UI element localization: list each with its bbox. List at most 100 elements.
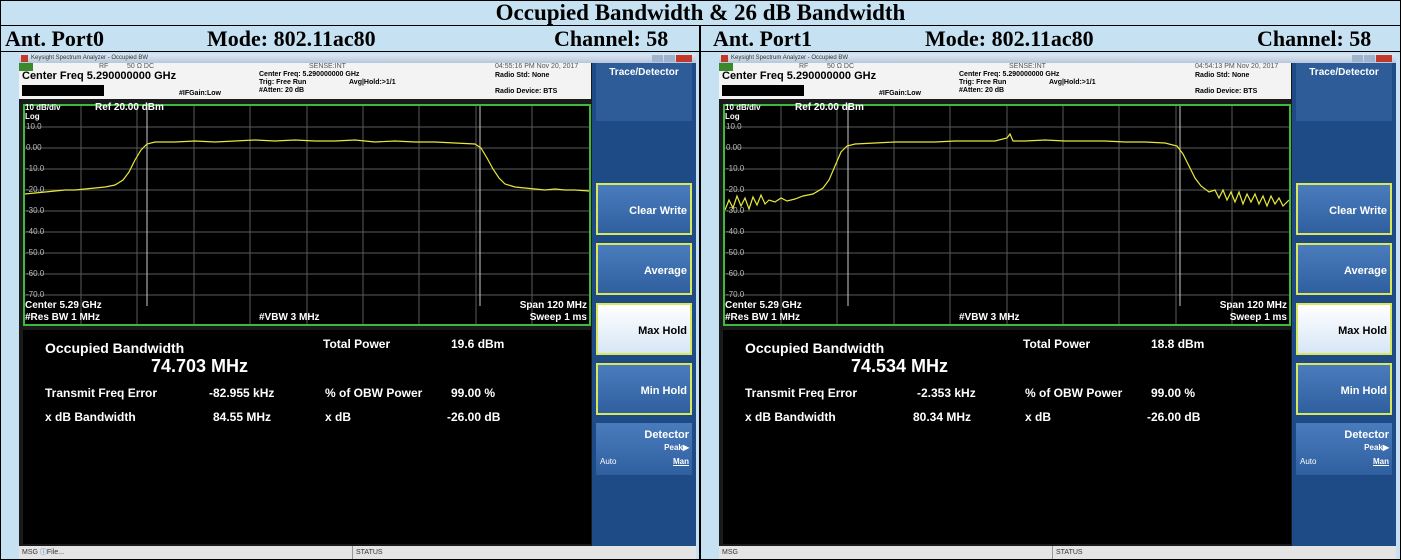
status-indicator-icon xyxy=(19,63,33,71)
res-bw-label: #Res BW 1 MHz xyxy=(25,312,101,323)
menu-title-trace-detector[interactable]: Trace/Detector xyxy=(596,63,692,121)
softkey-clear-write[interactable]: Clear Write xyxy=(596,183,692,235)
detector-man-label: Man xyxy=(1373,457,1389,466)
channel-label-left: Channel: 58 xyxy=(554,26,669,51)
total-power-value: 18.8 dBm xyxy=(1151,337,1205,351)
timestamp: 04:55:16 PM Nov 20, 2017 xyxy=(495,63,579,70)
vbw-label: #VBW 3 MHz xyxy=(259,312,320,323)
obw-label: Occupied Bandwidth xyxy=(745,340,885,356)
menu-title-trace-detector[interactable]: Trace/Detector xyxy=(1296,63,1392,121)
softkey-label: Clear Write xyxy=(629,205,687,217)
y-tick: -60.0 xyxy=(26,269,45,278)
status-indicator-icon xyxy=(719,63,733,71)
center-freq-title[interactable]: Center Freq 5.290000000 GHz xyxy=(722,70,877,82)
entry-field[interactable] xyxy=(722,85,804,96)
column-divider xyxy=(699,26,701,559)
timestamp: 04:54:13 PM Nov 20, 2017 xyxy=(1195,63,1279,70)
maximize-icon[interactable] xyxy=(1364,55,1375,62)
obw-value: 74.534 MHz xyxy=(851,356,949,376)
info-bar: RF 50 Ω DC SENSE:INT 04:55:16 PM Nov 20,… xyxy=(19,63,591,99)
ifgain-label: #IFGain:Low xyxy=(179,90,221,97)
msg-label: MSG xyxy=(22,549,38,556)
softkey-average[interactable]: Average xyxy=(1296,243,1392,295)
tfe-value: -82.955 kHz xyxy=(209,386,275,400)
ref-level-label: Ref 20.00 dBm xyxy=(95,102,164,113)
analyzer-window-right: Keysight Spectrum Analyzer - Occupied BW… xyxy=(719,54,1396,559)
mode-label-left: Mode: 802.11ac80 xyxy=(207,26,376,51)
mode-label-right: Mode: 802.11ac80 xyxy=(925,26,1094,51)
softkey-panel: Trace/Detector Clear Write Average Max H… xyxy=(1292,63,1396,546)
xdb-bw-value: 80.34 MHz xyxy=(913,410,972,424)
softkey-label: Detector xyxy=(644,429,689,441)
softkey-min-hold[interactable]: Min Hold xyxy=(596,363,692,415)
status-label: STATUS xyxy=(352,546,383,559)
status-file[interactable]: File... xyxy=(46,549,65,556)
softkey-clear-write[interactable]: Clear Write xyxy=(1296,183,1392,235)
log-label: Log xyxy=(25,112,40,121)
y-tick: -40.0 xyxy=(726,227,745,236)
xdb-value: -26.00 dB xyxy=(1147,410,1201,424)
obw-markers xyxy=(847,106,1181,306)
softkey-detector[interactable]: Detector Peak▶ Auto Man xyxy=(1296,423,1392,475)
status-bar: MSG STATUS xyxy=(719,546,1396,559)
softkey-max-hold[interactable]: Max Hold xyxy=(596,303,692,355)
measurement-results: Occupied Bandwidth 74.703 MHz Total Powe… xyxy=(23,330,591,544)
softkey-max-hold[interactable]: Max Hold xyxy=(1296,303,1392,355)
span-label: Span 120 MHz xyxy=(1219,300,1287,311)
softkey-label: Max Hold xyxy=(638,325,687,337)
softkey-detector[interactable]: Detector Peak▶ Auto Man xyxy=(596,423,692,475)
trigger-label: Trig: Free Run xyxy=(259,79,307,86)
rf-label: RF xyxy=(99,63,109,70)
radio-device-label: Radio Device: BTS xyxy=(495,88,558,95)
detector-man-label: Man xyxy=(673,457,689,466)
obw-value: 74.703 MHz xyxy=(151,356,249,376)
port-label-right: Ant. Port1 xyxy=(713,26,812,51)
graticule xyxy=(725,106,1289,324)
radio-device-label: Radio Device: BTS xyxy=(1195,88,1258,95)
sense-label: SENSE:INT xyxy=(309,63,346,70)
port-label-left: Ant. Port0 xyxy=(5,26,104,51)
status-bar: MSG ⓘFile... STATUS xyxy=(19,546,696,559)
entry-field[interactable] xyxy=(22,85,104,96)
softkey-average[interactable]: Average xyxy=(596,243,692,295)
y-tick: -50.0 xyxy=(26,248,45,257)
window-title: Keysight Spectrum Analyzer - Occupied BW xyxy=(31,55,149,61)
y-tick: -10.0 xyxy=(726,164,745,173)
window-titlebar: Keysight Spectrum Analyzer - Occupied BW xyxy=(719,54,1396,63)
radio-std-label: Radio Std: None xyxy=(495,72,550,79)
xdb-label: x dB xyxy=(325,410,352,424)
y-tick: -70.0 xyxy=(726,290,745,299)
close-icon[interactable] xyxy=(1376,55,1392,62)
ref-level-label: Ref 20.00 dBm xyxy=(795,102,864,113)
status-msg: MSG xyxy=(722,546,738,559)
window-controls xyxy=(1351,55,1392,62)
xdb-bw-label: x dB Bandwidth xyxy=(745,410,836,424)
spectrum-plot: 10 dB/div Ref 20.00 dBm Log 10.0 0.00 -1… xyxy=(723,102,1291,326)
minimize-icon[interactable] xyxy=(1352,55,1363,62)
softkey-label: Average xyxy=(643,265,687,277)
minimize-icon[interactable] xyxy=(652,55,663,62)
detector-auto-label: Auto xyxy=(600,457,617,466)
y-tick: -50.0 xyxy=(726,248,745,257)
obw-pct-label: % of OBW Power xyxy=(325,386,423,400)
center-label: Center 5.29 GHz xyxy=(725,300,802,311)
softkey-min-hold[interactable]: Min Hold xyxy=(1296,363,1392,415)
center-freq-title[interactable]: Center Freq 5.290000000 GHz xyxy=(22,70,177,82)
softkey-label: Max Hold xyxy=(1338,325,1387,337)
detector-peak-label: Peak▶ xyxy=(1364,443,1389,452)
info-icon: ⓘ xyxy=(39,549,47,556)
y-tick: -30.0 xyxy=(726,206,745,215)
close-icon[interactable] xyxy=(676,55,692,62)
y-tick: 0.00 xyxy=(26,143,42,152)
avg-hold-label: Avg|Hold:>1/1 xyxy=(349,79,396,86)
channel-label-right: Channel: 58 xyxy=(1257,26,1372,51)
maximize-icon[interactable] xyxy=(664,55,675,62)
obw-pct-label: % of OBW Power xyxy=(1025,386,1123,400)
atten-label: #Atten: 20 dB xyxy=(259,87,305,94)
scale-label: 10 dB/div xyxy=(25,103,61,112)
window-controls xyxy=(651,55,692,62)
y-tick: -10.0 xyxy=(26,164,45,173)
rf-label: RF xyxy=(799,63,809,70)
ifgain-label: #IFGain:Low xyxy=(879,90,921,97)
